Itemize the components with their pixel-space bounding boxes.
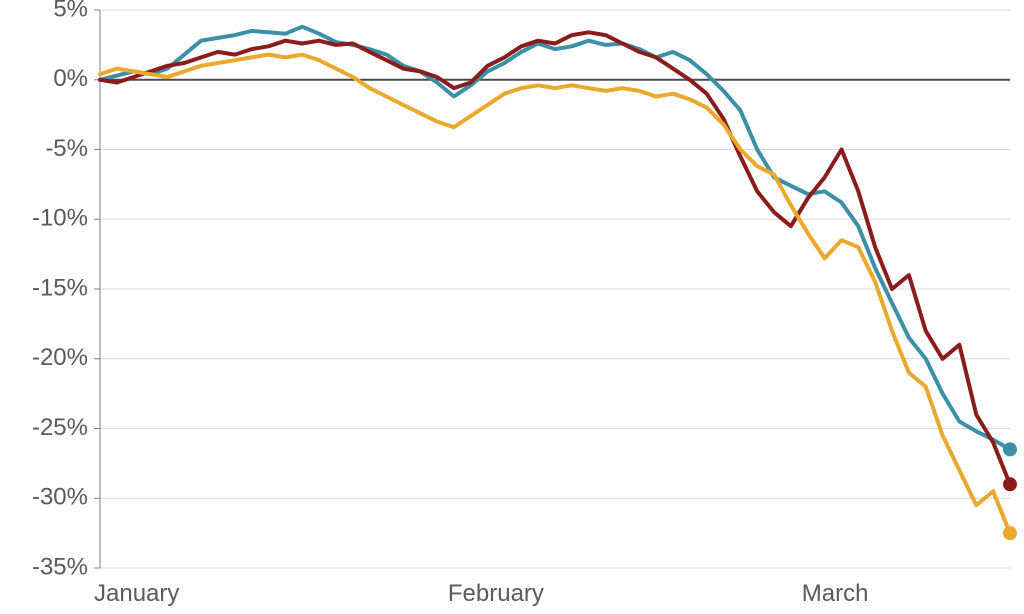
chart-svg: 5%0%-5%-10%-15%-20%-25%-30%-35%Nikkei -2… — [0, 0, 1024, 614]
x-tick-label: February — [448, 580, 544, 607]
y-tick-label: 5% — [53, 0, 88, 22]
y-tick-label: -5% — [45, 135, 88, 162]
y-tick-label: -15% — [32, 274, 88, 301]
series-end-marker-nikkei — [1003, 442, 1017, 456]
y-tick-label: 0% — [53, 65, 88, 92]
x-tick-label: March — [802, 580, 869, 607]
x-tick-label: January — [94, 580, 179, 607]
y-tick-label: -20% — [32, 344, 88, 371]
series-end-marker-ftse — [1003, 526, 1017, 540]
y-tick-label: -30% — [32, 484, 88, 511]
stock-index-line-chart: 5%0%-5%-10%-15%-20%-25%-30%-35%Nikkei -2… — [0, 0, 1024, 614]
y-tick-label: -35% — [32, 553, 88, 580]
series-end-marker-dow-jones — [1003, 477, 1017, 491]
y-tick-label: -25% — [32, 414, 88, 441]
y-tick-label: -10% — [32, 205, 88, 232]
